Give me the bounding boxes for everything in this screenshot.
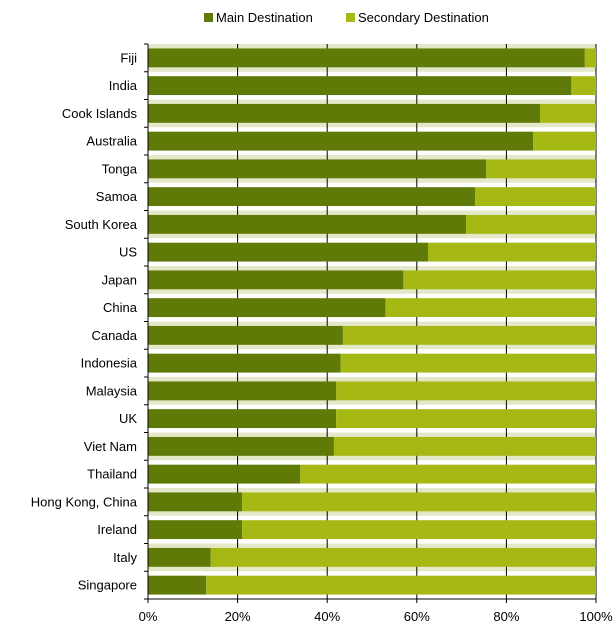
bar-main-18 bbox=[148, 547, 211, 567]
x-tick-label: 80% bbox=[493, 609, 519, 624]
bar-main-19 bbox=[148, 575, 207, 595]
bar-main-14 bbox=[148, 436, 334, 456]
bar-secondary-15 bbox=[300, 464, 596, 484]
bar-main-8 bbox=[148, 270, 404, 290]
category-label: Canada bbox=[91, 328, 137, 343]
bar-secondary-14 bbox=[333, 436, 596, 456]
category-label: Italy bbox=[113, 550, 137, 565]
legend: Main Destination Secondary Destination bbox=[204, 10, 489, 25]
x-tick-label: 60% bbox=[404, 609, 430, 624]
legend-swatch-secondary bbox=[346, 13, 355, 22]
bar-main-15 bbox=[148, 464, 301, 484]
bar-secondary-4 bbox=[486, 159, 596, 179]
bar-main-6 bbox=[148, 214, 467, 234]
bar-main-7 bbox=[148, 242, 428, 262]
bar-main-5 bbox=[148, 187, 476, 207]
bar-secondary-1 bbox=[571, 76, 596, 96]
bar-main-10 bbox=[148, 325, 343, 345]
category-label: Cook Islands bbox=[62, 106, 138, 121]
category-label: Samoa bbox=[96, 189, 138, 204]
category-label: Indonesia bbox=[81, 356, 138, 371]
legend-label-secondary: Secondary Destination bbox=[358, 10, 489, 25]
category-label: Malaysia bbox=[86, 383, 138, 398]
category-label: Hong Kong, China bbox=[31, 494, 138, 509]
bar-secondary-16 bbox=[242, 492, 596, 512]
bar-main-17 bbox=[148, 520, 243, 540]
bar-main-1 bbox=[148, 76, 572, 96]
category-label: Australia bbox=[86, 134, 137, 149]
category-label: Fiji bbox=[120, 50, 137, 65]
bar-secondary-18 bbox=[210, 547, 596, 567]
bar-main-13 bbox=[148, 409, 337, 429]
bar-secondary-6 bbox=[466, 214, 596, 234]
bar-secondary-7 bbox=[428, 242, 596, 262]
x-tick-label: 40% bbox=[314, 609, 340, 624]
bar-secondary-3 bbox=[533, 131, 596, 151]
category-label: Tonga bbox=[102, 161, 138, 176]
bar-main-3 bbox=[148, 131, 534, 151]
category-label: Thailand bbox=[87, 467, 137, 482]
bar-main-11 bbox=[148, 353, 341, 373]
bar-secondary-11 bbox=[340, 353, 596, 373]
bar-secondary-10 bbox=[342, 325, 596, 345]
bar-main-0 bbox=[148, 48, 585, 68]
bar-main-12 bbox=[148, 381, 337, 401]
bar-main-16 bbox=[148, 492, 243, 512]
x-tick-label: 0% bbox=[139, 609, 158, 624]
legend-label-main: Main Destination bbox=[216, 10, 313, 25]
bar-main-2 bbox=[148, 103, 540, 123]
category-label: India bbox=[109, 78, 138, 93]
x-tick-label: 20% bbox=[225, 609, 251, 624]
bar-secondary-0 bbox=[584, 48, 596, 68]
bar-secondary-9 bbox=[385, 298, 596, 318]
legend-swatch-main bbox=[204, 13, 213, 22]
bar-main-9 bbox=[148, 298, 386, 318]
x-tick-label: 100% bbox=[579, 609, 613, 624]
bar-secondary-19 bbox=[206, 575, 597, 595]
category-label: Ireland bbox=[97, 522, 137, 537]
bar-secondary-2 bbox=[540, 103, 596, 123]
bar-secondary-17 bbox=[242, 520, 596, 540]
category-label: Viet Nam bbox=[84, 439, 137, 454]
category-label: US bbox=[119, 245, 137, 260]
category-label: China bbox=[103, 300, 138, 315]
category-label: UK bbox=[119, 411, 137, 426]
bar-secondary-8 bbox=[403, 270, 596, 290]
bar-secondary-5 bbox=[475, 187, 596, 207]
category-label: South Korea bbox=[65, 217, 138, 232]
plot-area: Fiji India Cook Islands Australia Tonga Samoa… bbox=[31, 43, 613, 624]
bar-main-4 bbox=[148, 159, 487, 179]
category-label: Japan bbox=[102, 272, 137, 287]
bar-secondary-13 bbox=[336, 409, 596, 429]
bar-secondary-12 bbox=[336, 381, 596, 401]
category-label: Singapore bbox=[78, 578, 137, 593]
